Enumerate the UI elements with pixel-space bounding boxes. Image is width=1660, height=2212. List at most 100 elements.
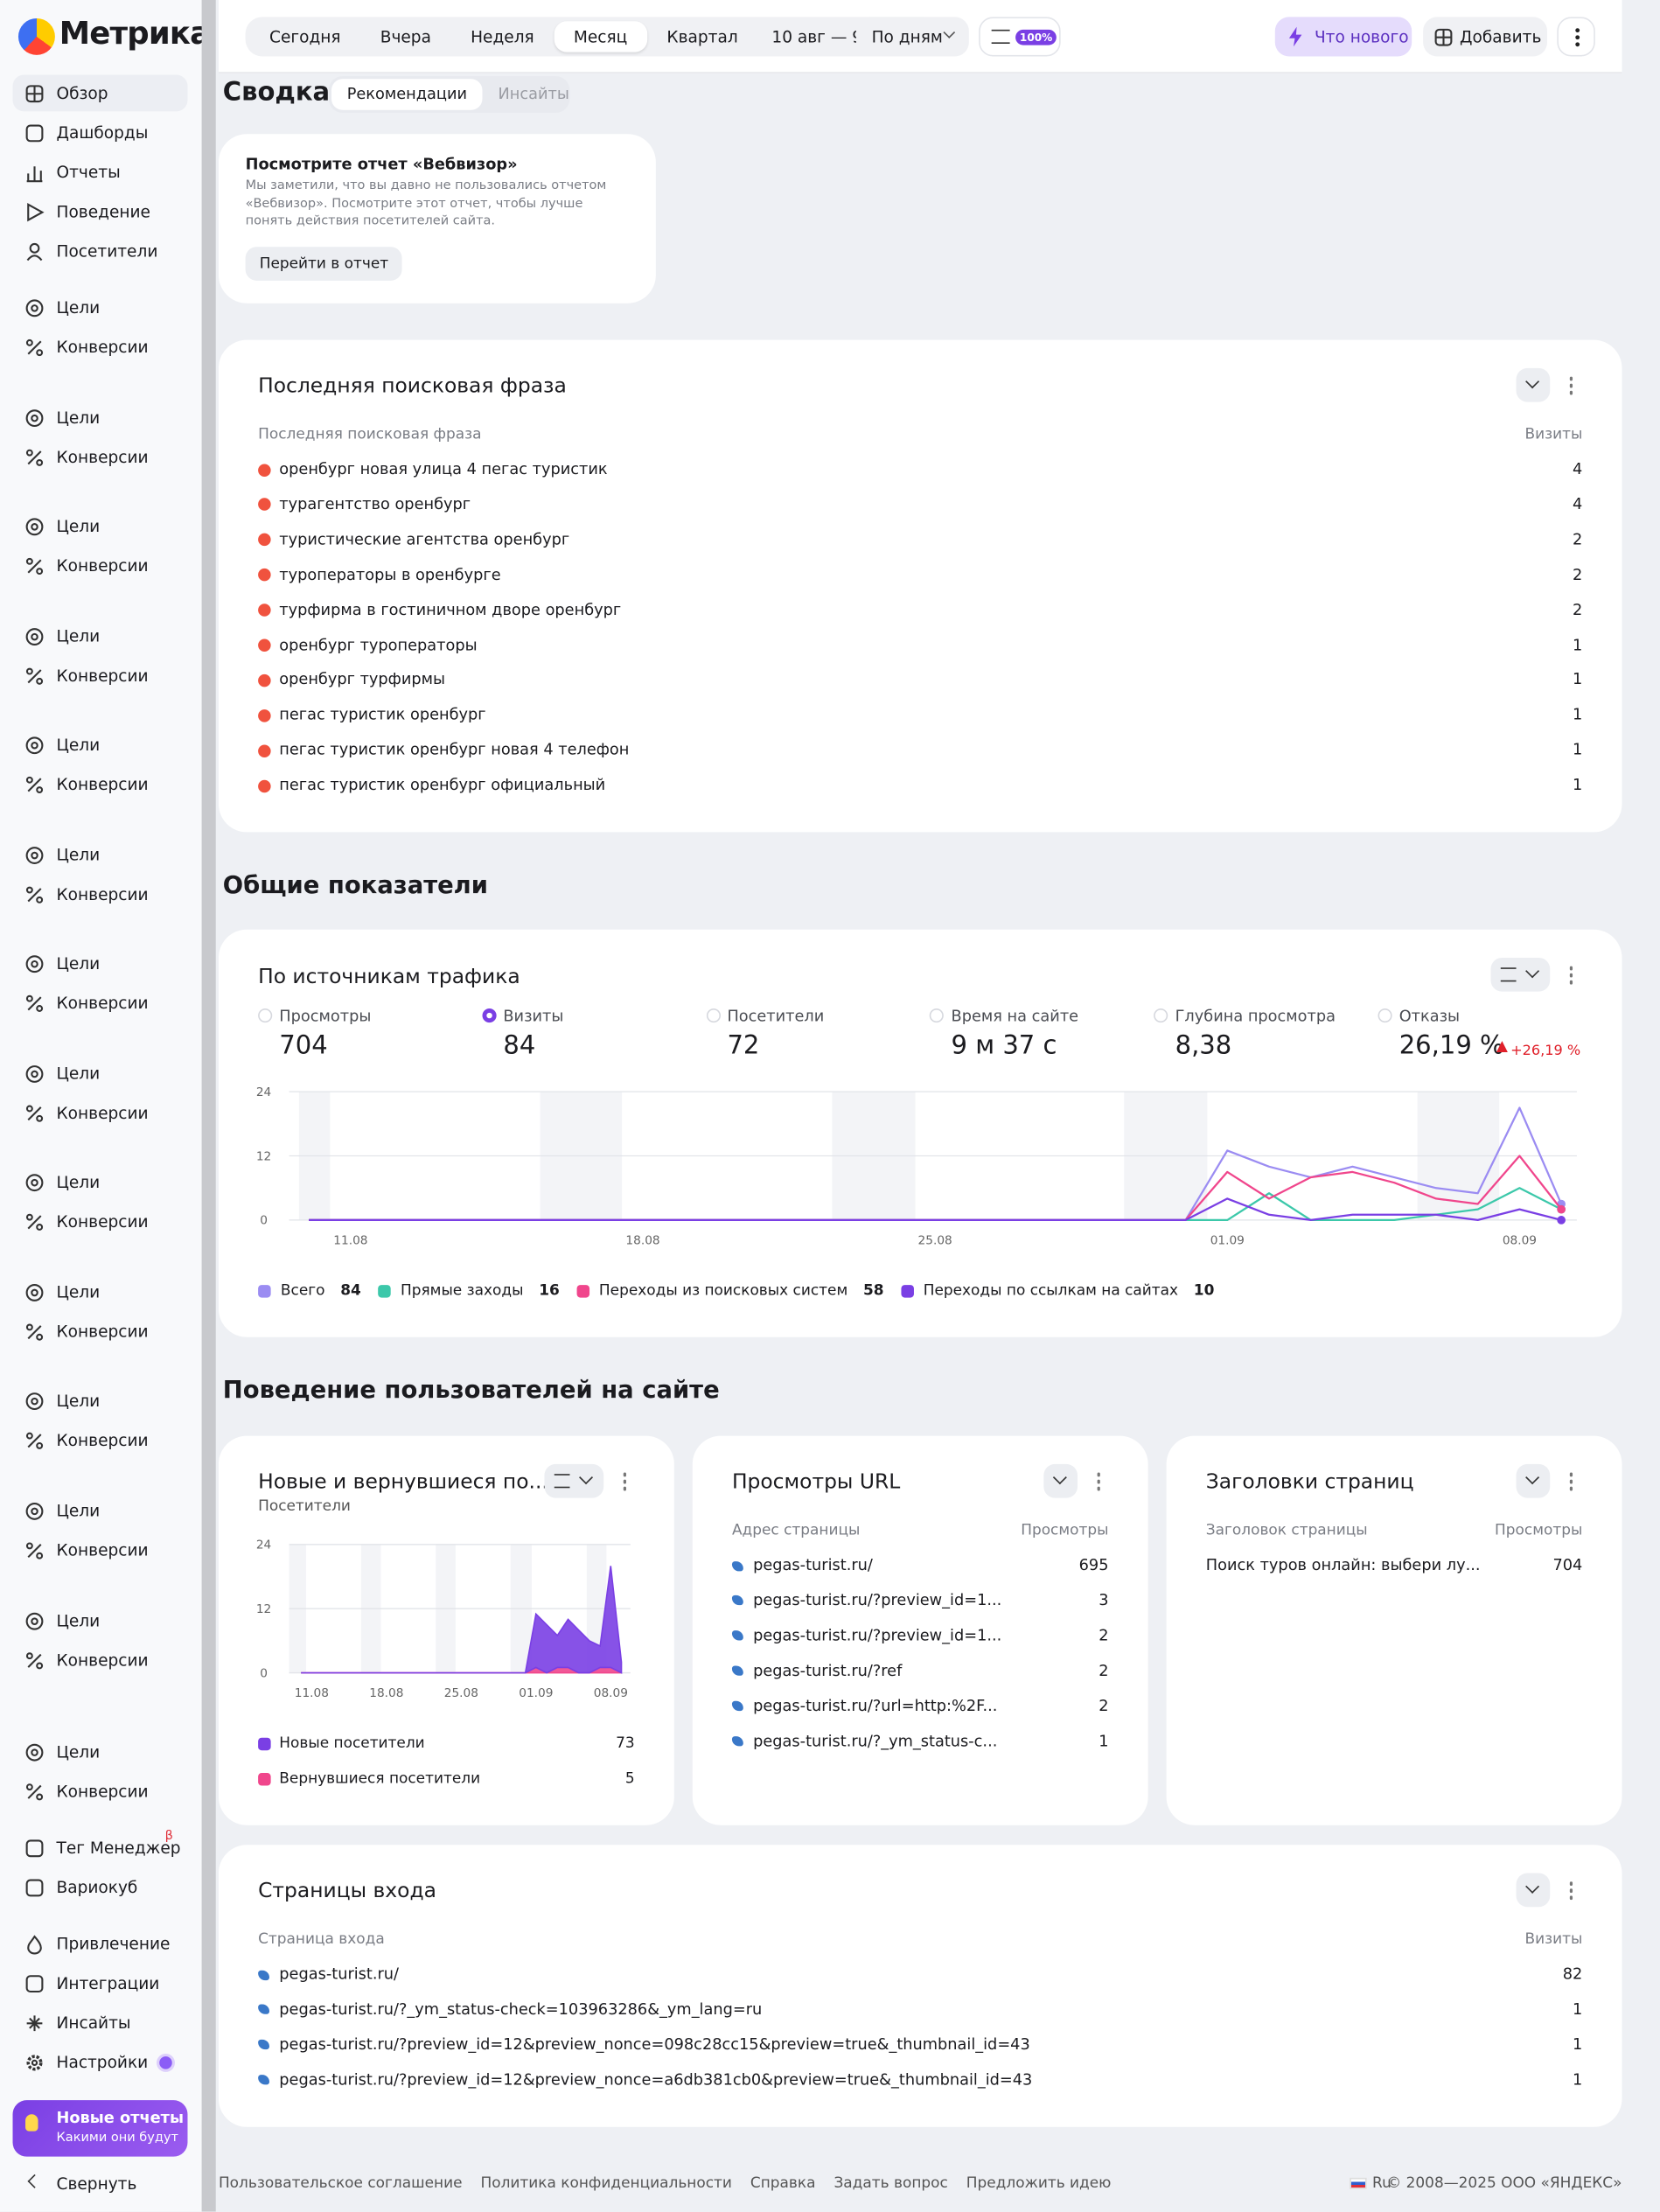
row-label[interactable]: pegas-turist.ru/?preview_id=1... xyxy=(753,1626,1002,1644)
nav-item[interactable]: Конверсии xyxy=(13,657,188,694)
widget-menu[interactable] xyxy=(617,1464,631,1498)
period-button[interactable]: Вчера xyxy=(380,26,431,47)
metric-radio[interactable] xyxy=(1378,1008,1392,1023)
row-label[interactable]: пегас туристик оренбург новая 4 телефон xyxy=(279,740,630,759)
nav-item[interactable]: Посетители xyxy=(13,233,188,269)
widget-settings[interactable] xyxy=(1490,957,1551,992)
legend-item[interactable]: Переходы из поисковых систем 58 xyxy=(576,1282,884,1299)
nav-item[interactable]: Конверсии xyxy=(13,1094,188,1131)
legend-swatch[interactable] xyxy=(258,1736,271,1750)
footer-link[interactable]: Предложить идею xyxy=(966,2174,1112,2192)
add-button[interactable]: Добавить xyxy=(1423,17,1548,57)
tab[interactable]: Рекомендации xyxy=(331,79,483,110)
legend-item[interactable]: Всего 84 xyxy=(258,1282,361,1299)
widget-menu[interactable] xyxy=(1564,368,1578,402)
nav-item[interactable]: Цели xyxy=(13,1734,188,1770)
period-button[interactable]: Месяц xyxy=(554,21,647,52)
metric-radio[interactable] xyxy=(258,1008,273,1023)
nav-item[interactable]: Конверсии xyxy=(13,548,188,584)
nav-item[interactable]: Конверсии xyxy=(13,1313,188,1350)
row-label[interactable]: туроператоры в оренбурге xyxy=(279,565,501,584)
widget-settings[interactable] xyxy=(544,1463,604,1498)
row-label[interactable]: оренбург новая улица 4 пегас туристик xyxy=(279,459,608,478)
row-label[interactable]: pegas-turist.ru/?preview_id=12&preview_n… xyxy=(279,2034,1030,2054)
nav-item[interactable]: Цели xyxy=(13,618,188,654)
metric-radio[interactable] xyxy=(706,1008,721,1023)
nav-item[interactable]: Конверсии xyxy=(13,876,188,912)
row-label[interactable]: pegas-turist.ru/ xyxy=(279,1964,400,1984)
nav-item[interactable]: Цели xyxy=(13,1602,188,1639)
footer-link[interactable]: Справка xyxy=(750,2174,816,2192)
more-button[interactable] xyxy=(1557,17,1595,57)
nav-item[interactable]: Конверсии xyxy=(13,985,188,1022)
nav-item[interactable]: Цели xyxy=(13,1382,188,1419)
row-label[interactable]: пегас туристик оренбург xyxy=(279,705,486,724)
footer-link[interactable]: Задать вопрос xyxy=(833,2174,948,2192)
nav-item[interactable]: Цели xyxy=(13,290,188,326)
nav-item[interactable]: Конверсии xyxy=(13,1773,188,1810)
promo[interactable]: Новые отчеты Какими они будут xyxy=(12,2100,188,2157)
widget-menu[interactable] xyxy=(1564,958,1578,992)
row-label[interactable]: pegas-turist.ru/?ref xyxy=(753,1661,903,1680)
nav-item[interactable]: Отчеты xyxy=(13,154,188,191)
widget-settings[interactable] xyxy=(1043,1463,1078,1498)
nav-item[interactable]: Цели xyxy=(13,1492,188,1529)
row-label[interactable]: туристические агентства оренбург xyxy=(279,530,570,548)
footer-link[interactable]: Политика конфиденциальности xyxy=(480,2174,732,2192)
nav-item[interactable]: Конверсии xyxy=(13,1642,188,1678)
nav-item[interactable]: Настройки xyxy=(13,2044,188,2081)
tab[interactable]: Инсайты xyxy=(498,84,569,103)
nav-item[interactable]: Инсайты xyxy=(13,2005,188,2041)
period-button[interactable]: Сегодня xyxy=(269,26,341,47)
row-label[interactable]: пегас туристик оренбург официальный xyxy=(279,776,606,795)
nav-item[interactable]: Дашборды xyxy=(13,115,188,151)
legend-item[interactable]: Прямые заходы 16 xyxy=(378,1282,560,1299)
row-label[interactable]: pegas-turist.ru/?preview_id=1... xyxy=(753,1590,1002,1609)
metric-radio[interactable] xyxy=(1154,1008,1168,1023)
row-label[interactable]: pegas-turist.ru/ xyxy=(753,1555,873,1574)
row-label[interactable]: турфирма в гостиничном дворе оренбург xyxy=(279,600,622,619)
row-label[interactable]: pegas-turist.ru/?url=http:%2F... xyxy=(753,1696,998,1715)
row-label[interactable]: pegas-turist.ru/?_ym_status-c... xyxy=(753,1731,998,1750)
footer-link[interactable]: Пользовательское соглашение xyxy=(218,2174,463,2192)
nav-item[interactable]: Тег Менеджер β xyxy=(13,1830,188,1867)
widget-menu[interactable] xyxy=(1092,1464,1106,1498)
nav-item[interactable]: Цели xyxy=(13,399,188,436)
nav-item[interactable]: Конверсии xyxy=(13,439,188,476)
nav-item[interactable]: Вариокуб xyxy=(13,1869,188,1906)
row-label[interactable]: оренбург туроператоры xyxy=(279,635,478,654)
legend-item[interactable]: Переходы по ссылкам на сайтах 10 xyxy=(900,1282,1214,1299)
nav-item[interactable]: Цели xyxy=(13,508,188,545)
row-label[interactable]: оренбург турфирмы xyxy=(279,670,446,689)
tip-button[interactable]: Перейти в отчет xyxy=(245,247,403,281)
row-label[interactable]: pegas-turist.ru/?_ym_status-check=103963… xyxy=(279,1999,763,2019)
widget-settings[interactable] xyxy=(1516,1873,1551,1908)
filters-button[interactable]: 100% xyxy=(979,17,1061,57)
nav-item[interactable]: Обзор xyxy=(12,74,188,112)
nav-item[interactable]: Поведение xyxy=(13,193,188,230)
language-switch[interactable]: Ru xyxy=(1372,2174,1391,2192)
nav-item[interactable]: Привлечение xyxy=(13,1925,188,1962)
nav-item[interactable]: Конверсии xyxy=(13,1204,188,1240)
nav-item[interactable]: Цели xyxy=(13,836,188,873)
row-label[interactable]: турагентство оренбург xyxy=(279,494,471,513)
nav-item[interactable]: Цели xyxy=(13,1055,188,1092)
legend-swatch[interactable] xyxy=(258,1772,271,1785)
collapse[interactable]: Свернуть xyxy=(13,2165,188,2202)
nav-item[interactable]: Конверсии xyxy=(13,766,188,803)
nav-item[interactable]: Цели xyxy=(13,726,188,763)
widget-menu[interactable] xyxy=(1564,1874,1578,1908)
nav-item[interactable]: Цели xyxy=(13,1163,188,1200)
nav-item[interactable]: Конверсии xyxy=(13,1422,188,1459)
nav-item[interactable]: Цели xyxy=(13,1273,188,1310)
metric-radio[interactable] xyxy=(482,1008,497,1023)
period-button[interactable]: Неделя xyxy=(471,26,534,47)
row-label[interactable]: pegas-turist.ru/?preview_id=12&preview_n… xyxy=(279,2069,1033,2089)
nav-item[interactable]: Конверсии xyxy=(13,1532,188,1568)
row-label[interactable]: Поиск туров онлайн: выбери лу... xyxy=(1205,1555,1481,1574)
nav-item[interactable]: Интеграции xyxy=(13,1964,188,2001)
nav-item[interactable]: Конверсии xyxy=(13,329,188,366)
widget-menu[interactable] xyxy=(1564,1464,1578,1498)
widget-settings[interactable] xyxy=(1516,367,1551,402)
whats-new-button[interactable]: Что нового xyxy=(1274,17,1412,57)
